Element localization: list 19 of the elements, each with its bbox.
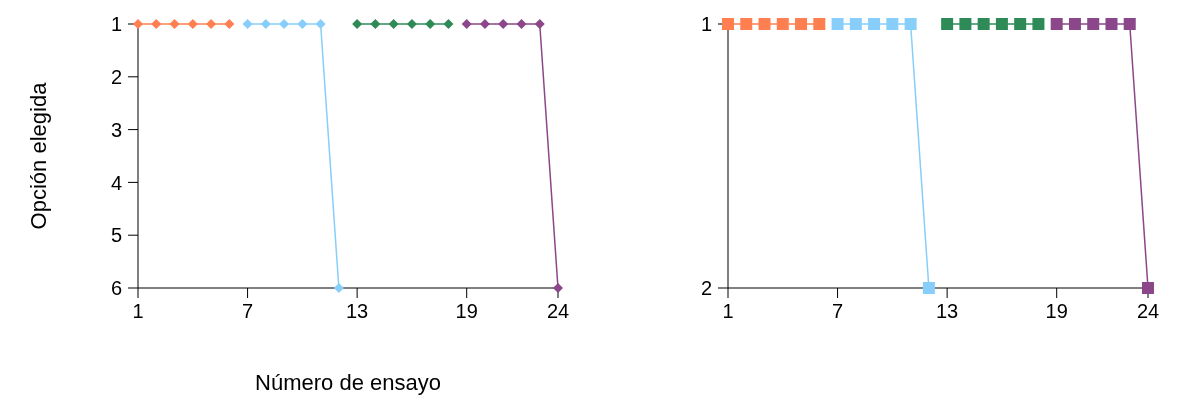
x-axis-title: Número de ensayo — [255, 370, 441, 395]
x-tick-label: 1 — [132, 300, 144, 323]
y-tick-label: 1 — [110, 13, 122, 36]
y-tick-label: 6 — [110, 277, 122, 300]
y-tick-label: 4 — [110, 171, 122, 194]
x-tick-label: 13 — [936, 300, 959, 323]
y-tick-label: 2 — [700, 277, 712, 300]
y-axis-title: Opción elegida — [25, 81, 51, 230]
x-tick-label: 1 — [722, 300, 734, 323]
x-tick-label: 19 — [455, 300, 478, 323]
y-tick-label: 5 — [110, 224, 122, 247]
x-tick-label: 13 — [346, 300, 369, 323]
x-tick-label: 24 — [1136, 300, 1160, 323]
x-tick-label: 7 — [832, 300, 844, 323]
y-tick-label: 2 — [110, 65, 122, 88]
x-tick-label: 19 — [1045, 300, 1068, 323]
x-tick-label: 24 — [546, 300, 570, 323]
x-tick-label: 7 — [242, 300, 254, 323]
y-tick-label: 3 — [110, 118, 122, 141]
